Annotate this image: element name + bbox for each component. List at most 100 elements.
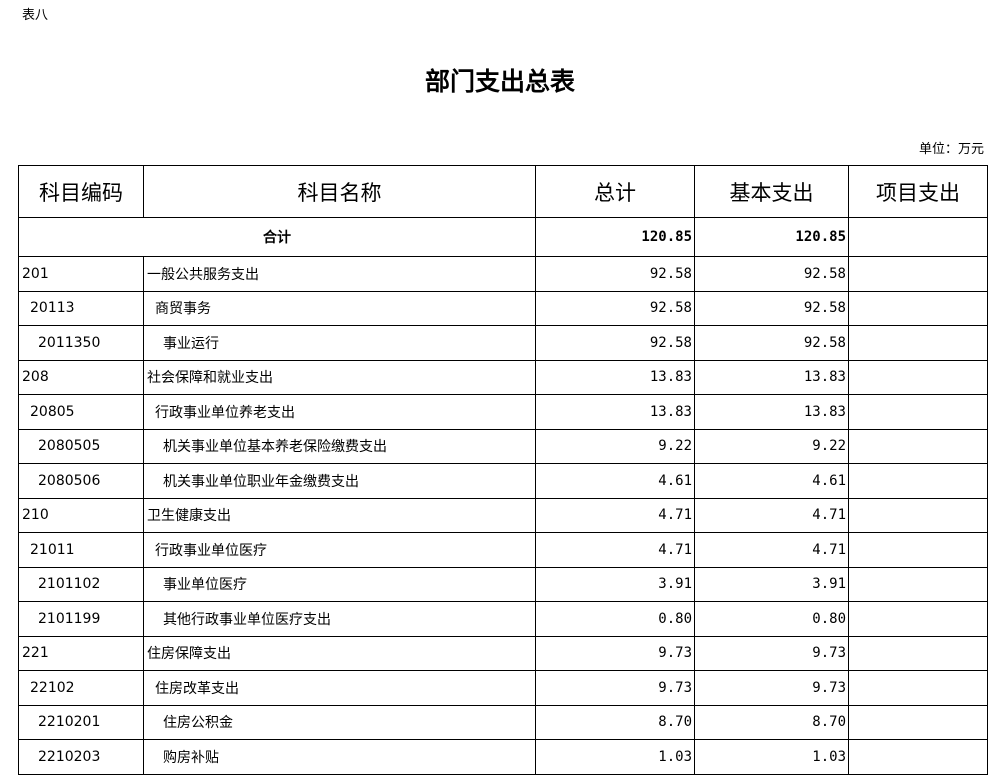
row-project <box>848 670 988 706</box>
table-row: 2080506 机关事业单位职业年金缴费支出 4.61 4.61 <box>18 463 988 499</box>
row-code: 22102 <box>18 670 144 706</box>
table-row: 22102 住房改革支出 9.73 9.73 <box>18 670 988 706</box>
row-project <box>848 704 988 740</box>
row-total: 3.91 <box>535 566 695 602</box>
row-project <box>848 463 988 499</box>
row-name: 事业运行 <box>143 325 536 361</box>
header-total: 总计 <box>535 165 695 218</box>
total-label: 合计 <box>18 217 536 257</box>
header-basic: 基本支出 <box>694 165 849 218</box>
row-project <box>848 601 988 637</box>
row-basic: 92.58 <box>694 325 849 361</box>
row-basic: 13.83 <box>694 359 849 395</box>
table-row: 2080505 机关事业单位基本养老保险缴费支出 9.22 9.22 <box>18 428 988 464</box>
table-row: 2101102 事业单位医疗 3.91 3.91 <box>18 566 988 602</box>
table-row: 20113 商贸事务 92.58 92.58 <box>18 290 988 326</box>
row-basic: 9.73 <box>694 635 849 671</box>
row-code: 20113 <box>18 290 144 326</box>
row-total: 9.73 <box>535 635 695 671</box>
row-name: 商贸事务 <box>143 290 536 326</box>
row-name: 行政事业单位医疗 <box>143 532 536 568</box>
row-code: 2210201 <box>18 704 144 740</box>
page-title: 部门支出总表 <box>424 67 575 96</box>
row-basic: 92.58 <box>694 256 849 292</box>
row-total: 4.61 <box>535 463 695 499</box>
total-basic: 120.85 <box>694 217 849 257</box>
row-basic: 4.71 <box>694 497 849 533</box>
row-name: 购房补贴 <box>143 739 536 775</box>
table-number: 表八 <box>22 8 49 23</box>
table-row: 2210201 住房公积金 8.70 8.70 <box>18 704 988 740</box>
row-name: 卫生健康支出 <box>143 497 536 533</box>
row-total: 92.58 <box>535 290 695 326</box>
row-basic: 3.91 <box>694 566 849 602</box>
row-project <box>848 739 988 775</box>
row-name: 机关事业单位基本养老保险缴费支出 <box>143 428 536 464</box>
row-total: 0.80 <box>535 601 695 637</box>
row-total: 4.71 <box>535 532 695 568</box>
row-project <box>848 497 988 533</box>
row-basic: 1.03 <box>694 739 849 775</box>
row-project <box>848 394 988 430</box>
row-code: 2101102 <box>18 566 144 602</box>
total-total: 120.85 <box>535 217 695 257</box>
row-basic: 0.80 <box>694 601 849 637</box>
table-row: 2210203 购房补贴 1.03 1.03 <box>18 739 988 775</box>
row-project <box>848 256 988 292</box>
row-code: 2011350 <box>18 325 144 361</box>
row-name: 行政事业单位养老支出 <box>143 394 536 430</box>
table-row: 201 一般公共服务支出 92.58 92.58 <box>18 256 988 292</box>
row-code: 2080506 <box>18 463 144 499</box>
row-total: 9.73 <box>535 670 695 706</box>
row-total: 92.58 <box>535 256 695 292</box>
table-row: 2101199 其他行政事业单位医疗支出 0.80 0.80 <box>18 601 988 637</box>
unit-label: 单位：万元 <box>918 142 984 157</box>
row-name: 住房改革支出 <box>143 670 536 706</box>
header-code: 科目编码 <box>18 165 144 218</box>
row-project <box>848 635 988 671</box>
table-row: 21011 行政事业单位医疗 4.71 4.71 <box>18 532 988 568</box>
row-project <box>848 428 988 464</box>
row-name: 社会保障和就业支出 <box>143 359 536 395</box>
row-code: 201 <box>18 256 144 292</box>
row-name: 其他行政事业单位医疗支出 <box>143 601 536 637</box>
header-name: 科目名称 <box>143 165 536 218</box>
table-row: 210 卫生健康支出 4.71 4.71 <box>18 497 988 533</box>
expenditure-table: 科目编码 科目名称 总计 基本支出 项目支出 合计 120.85 120.85 … <box>18 165 988 775</box>
row-code: 21011 <box>18 532 144 568</box>
row-code: 2080505 <box>18 428 144 464</box>
row-code: 208 <box>18 359 144 395</box>
row-name: 一般公共服务支出 <box>143 256 536 292</box>
header-project: 项目支出 <box>848 165 988 218</box>
row-basic: 9.73 <box>694 670 849 706</box>
total-project <box>848 217 988 257</box>
row-basic: 4.61 <box>694 463 849 499</box>
table-row: 2011350 事业运行 92.58 92.58 <box>18 325 988 361</box>
row-total: 13.83 <box>535 359 695 395</box>
row-total: 8.70 <box>535 704 695 740</box>
row-basic: 13.83 <box>694 394 849 430</box>
row-basic: 92.58 <box>694 290 849 326</box>
row-basic: 4.71 <box>694 532 849 568</box>
row-name: 住房保障支出 <box>143 635 536 671</box>
table-row: 20805 行政事业单位养老支出 13.83 13.83 <box>18 394 988 430</box>
table-row: 208 社会保障和就业支出 13.83 13.83 <box>18 359 988 395</box>
row-total: 13.83 <box>535 394 695 430</box>
row-name: 住房公积金 <box>143 704 536 740</box>
total-row: 合计 120.85 120.85 <box>18 217 988 257</box>
row-total: 1.03 <box>535 739 695 775</box>
row-project <box>848 566 988 602</box>
row-basic: 9.22 <box>694 428 849 464</box>
row-code: 210 <box>18 497 144 533</box>
row-project <box>848 359 988 395</box>
row-code: 2210203 <box>18 739 144 775</box>
row-name: 事业单位医疗 <box>143 566 536 602</box>
row-total: 4.71 <box>535 497 695 533</box>
row-code: 20805 <box>18 394 144 430</box>
row-project <box>848 532 988 568</box>
row-code: 2101199 <box>18 601 144 637</box>
row-project <box>848 290 988 326</box>
row-basic: 8.70 <box>694 704 849 740</box>
row-total: 92.58 <box>535 325 695 361</box>
row-code: 221 <box>18 635 144 671</box>
